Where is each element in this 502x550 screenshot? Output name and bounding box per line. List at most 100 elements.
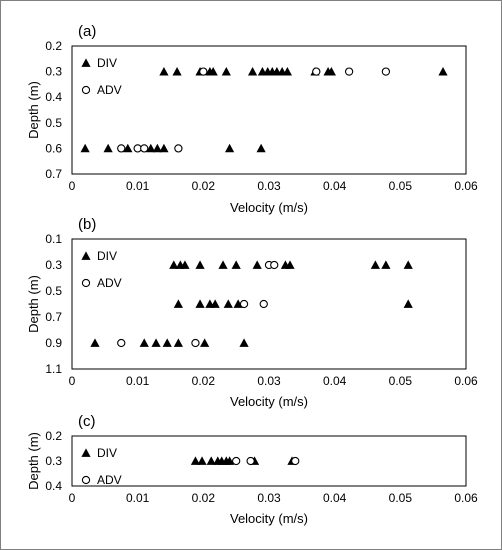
data-point-div	[162, 338, 172, 347]
data-point-div	[152, 143, 162, 153]
y-tick-label: 0.7	[45, 310, 62, 324]
data-point-div	[146, 143, 156, 153]
legend: DIV ADV	[81, 56, 122, 97]
legend-marker-div	[81, 58, 91, 67]
y-axis-title: Depth (m)	[26, 81, 41, 139]
data-point-adv	[140, 144, 149, 153]
data-point-adv	[312, 67, 321, 76]
legend: DIV ADV	[81, 249, 122, 290]
x-tick-label: 0.05	[389, 374, 413, 388]
data-point-div	[381, 260, 391, 269]
legend-label-adv: ADV	[97, 473, 122, 487]
legend-marker-div	[81, 448, 91, 457]
panel-label: (a)	[78, 23, 96, 40]
x-tick-label: 0.02	[192, 179, 216, 193]
x-tick-label: 0.01	[126, 491, 150, 505]
data-point-adv	[291, 456, 300, 466]
data-point-div	[169, 260, 179, 269]
x-tick-label: 0	[69, 491, 76, 505]
data-point-adv	[270, 260, 279, 270]
x-tick-label: 0.06	[454, 179, 478, 193]
panels: (a) 0.2 0.3 0.4 0.5 0.6 0.7 0 0.01 0.02 0.03 0.04 0.…	[26, 23, 478, 526]
data-point-div	[225, 456, 235, 465]
data-point-div	[285, 260, 295, 269]
y-tick-label: 0.6	[45, 141, 62, 155]
x-tick-label: 0.04	[323, 374, 347, 388]
y-tick-label: 0.9	[45, 336, 62, 350]
data-point-adv	[259, 299, 268, 309]
panel-c: (c) 0.2 0.3 0.4 0 0.01 0.02 0.03 0.04 0.05 0.06 Vel…	[26, 413, 478, 526]
data-point-div	[195, 299, 205, 308]
data-point-div	[206, 456, 216, 465]
panel-b: (b) 0.1 0.3 0.5 0.7 0.9 1.1 0 0.01 0.02 0.03 0.04 0.…	[26, 216, 478, 409]
panel-label: (c)	[78, 413, 96, 430]
x-tick-label: 0.03	[257, 374, 281, 388]
legend-marker-adv	[81, 85, 91, 95]
y-tick-label: 0.3	[45, 65, 62, 79]
data-point-div	[208, 67, 218, 76]
data-point-div	[139, 338, 149, 347]
x-tick-label: 0.02	[192, 374, 216, 388]
y-axis-title: Depth (m)	[26, 275, 41, 333]
x-tick-label: 0	[69, 179, 76, 193]
data-point-div	[223, 299, 233, 308]
data-point-div	[326, 67, 336, 76]
data-point-div	[438, 67, 448, 76]
series-adv	[117, 260, 279, 348]
x-tick-label: 0.02	[192, 491, 216, 505]
y-tick-label: 0.3	[45, 258, 62, 272]
data-point-adv	[191, 338, 200, 348]
data-point-div	[197, 456, 207, 465]
data-point-div	[180, 260, 190, 269]
panel-label: (b)	[78, 216, 96, 233]
y-tick-label: 0.7	[45, 167, 62, 181]
data-point-div	[225, 143, 235, 153]
data-point-adv	[239, 299, 249, 309]
legend-marker-adv	[81, 475, 91, 485]
x-tick-label: 0.03	[257, 179, 281, 193]
data-point-div	[247, 67, 258, 76]
data-point-adv	[381, 67, 391, 76]
plot-area-frame	[71, 45, 467, 175]
data-point-div	[195, 260, 205, 269]
data-point-div	[90, 338, 100, 347]
legend-marker-div	[81, 251, 91, 260]
data-point-div	[370, 260, 380, 269]
y-tick-label: 1.1	[45, 362, 62, 376]
legend-label-adv: ADV	[97, 276, 122, 290]
x-tick-label: 0.06	[454, 374, 478, 388]
data-point-adv	[344, 67, 354, 76]
data-point-div	[403, 260, 413, 269]
series-adv	[117, 67, 391, 153]
data-point-div	[80, 143, 90, 153]
legend-marker-adv	[81, 278, 91, 288]
data-point-div	[190, 456, 201, 465]
y-tick-label: 0.2	[45, 429, 62, 443]
data-point-div	[200, 338, 210, 347]
data-point-div	[103, 143, 113, 153]
data-point-div	[210, 299, 220, 308]
data-point-adv	[199, 67, 208, 76]
x-tick-label: 0.01	[126, 374, 150, 388]
data-point-adv	[117, 338, 126, 348]
data-point-div	[282, 67, 292, 76]
legend-label-div: DIV	[97, 446, 117, 460]
y-tick-label: 0.3	[45, 454, 62, 468]
plot-area-frame	[71, 435, 467, 487]
y-tick-label: 0.5	[45, 116, 62, 130]
plot-area-frame	[71, 238, 467, 370]
x-tick-label: 0.01	[126, 179, 150, 193]
series-div	[90, 260, 413, 347]
legend-label-div: DIV	[97, 56, 117, 70]
x-tick-label: 0.06	[454, 491, 478, 505]
data-point-div	[123, 143, 133, 153]
panel-a: (a) 0.2 0.3 0.4 0.5 0.6 0.7 0 0.01 0.02 0.03 0.04 0.…	[26, 23, 478, 215]
data-point-adv	[232, 456, 241, 466]
y-tick-label: 0.1	[45, 232, 62, 246]
x-tick-label: 0.04	[323, 179, 347, 193]
data-point-div	[403, 299, 413, 308]
data-point-div	[159, 143, 169, 153]
x-axis-title: Velocity (m/s)	[230, 394, 308, 409]
